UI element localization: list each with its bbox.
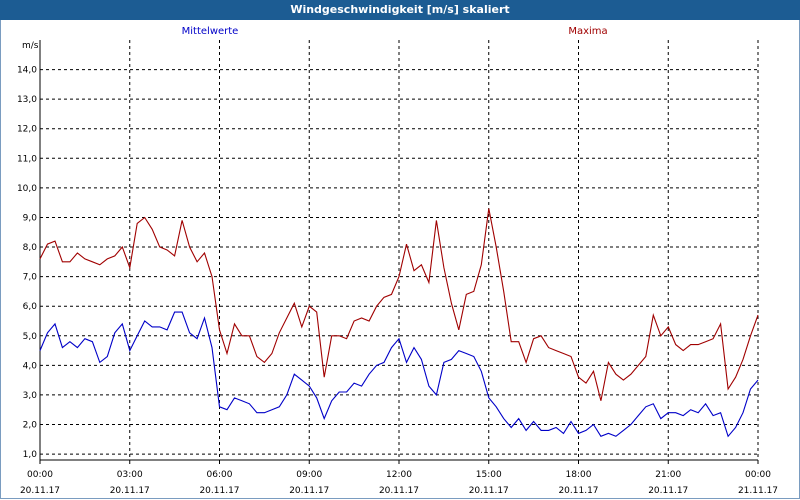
y-axis-label: m/s (22, 41, 39, 51)
legend-mittelwerte: Mittelwerte (182, 26, 239, 37)
y-tick-label: 5,0 (23, 332, 38, 342)
grid-lines (40, 40, 759, 460)
x-tick-time: 09:00 (296, 470, 322, 480)
y-tick-label: 4,0 (23, 361, 38, 371)
legend-maxima: Maxima (568, 26, 607, 37)
y-tick-label: 7,0 (23, 273, 38, 283)
y-tick-label: 8,0 (23, 243, 38, 253)
y-tick-label: 9,0 (23, 213, 38, 223)
y-tick-label: 3,0 (23, 391, 38, 401)
x-tick-time: 00:00 (745, 470, 771, 480)
y-tick-label: 14,0 (17, 66, 37, 76)
y-tick-label: 13,0 (17, 95, 37, 105)
series-line-maxima (39, 208, 759, 401)
y-tick-label: 2,0 (23, 421, 38, 431)
x-tick-date: 21.11.17 (738, 486, 778, 496)
x-tick-time: 15:00 (476, 470, 502, 480)
x-tick-time: 03:00 (117, 470, 143, 480)
axes (39, 40, 759, 464)
y-tick-label: 12,0 (17, 125, 37, 135)
x-tick-date: 20.11.17 (110, 486, 150, 496)
x-tick-date: 20.11.17 (379, 486, 419, 496)
x-tick-date: 20.11.17 (648, 486, 688, 496)
y-tick-label: 6,0 (23, 302, 38, 312)
x-tick-date: 20.11.17 (199, 486, 239, 496)
x-tick-date: 20.11.17 (469, 486, 509, 496)
x-tick-labels: 00:00 20.11.17 03:00 20.11.17 06:00 20.11.17 0… (20, 470, 778, 496)
x-tick-time: 06:00 (207, 470, 233, 480)
x-tick-time: 21:00 (655, 470, 681, 480)
x-tick-time: 18:00 (566, 470, 592, 480)
x-tick-date: 20.11.17 (558, 486, 598, 496)
x-tick-time: 12:00 (386, 470, 412, 480)
y-tick-label: 1,0 (23, 450, 38, 460)
x-tick-time: 00:00 (27, 470, 53, 480)
series-group (39, 208, 759, 438)
y-tick-label: 11,0 (17, 154, 37, 164)
y-tick-labels: 1,0 2,0 3,0 4,0 5,0 6,0 7,0 8,0 9,0 10,0 11,0 12,0 1… (17, 66, 37, 461)
x-tick-date: 20.11.17 (289, 486, 329, 496)
x-tick-date: 20.11.17 (20, 486, 60, 496)
y-tick-label: 10,0 (17, 184, 37, 194)
series-line-mittelwerte (39, 311, 759, 438)
chart-title: Windgeschwindigkeit [m/s] skaliert (0, 0, 800, 20)
